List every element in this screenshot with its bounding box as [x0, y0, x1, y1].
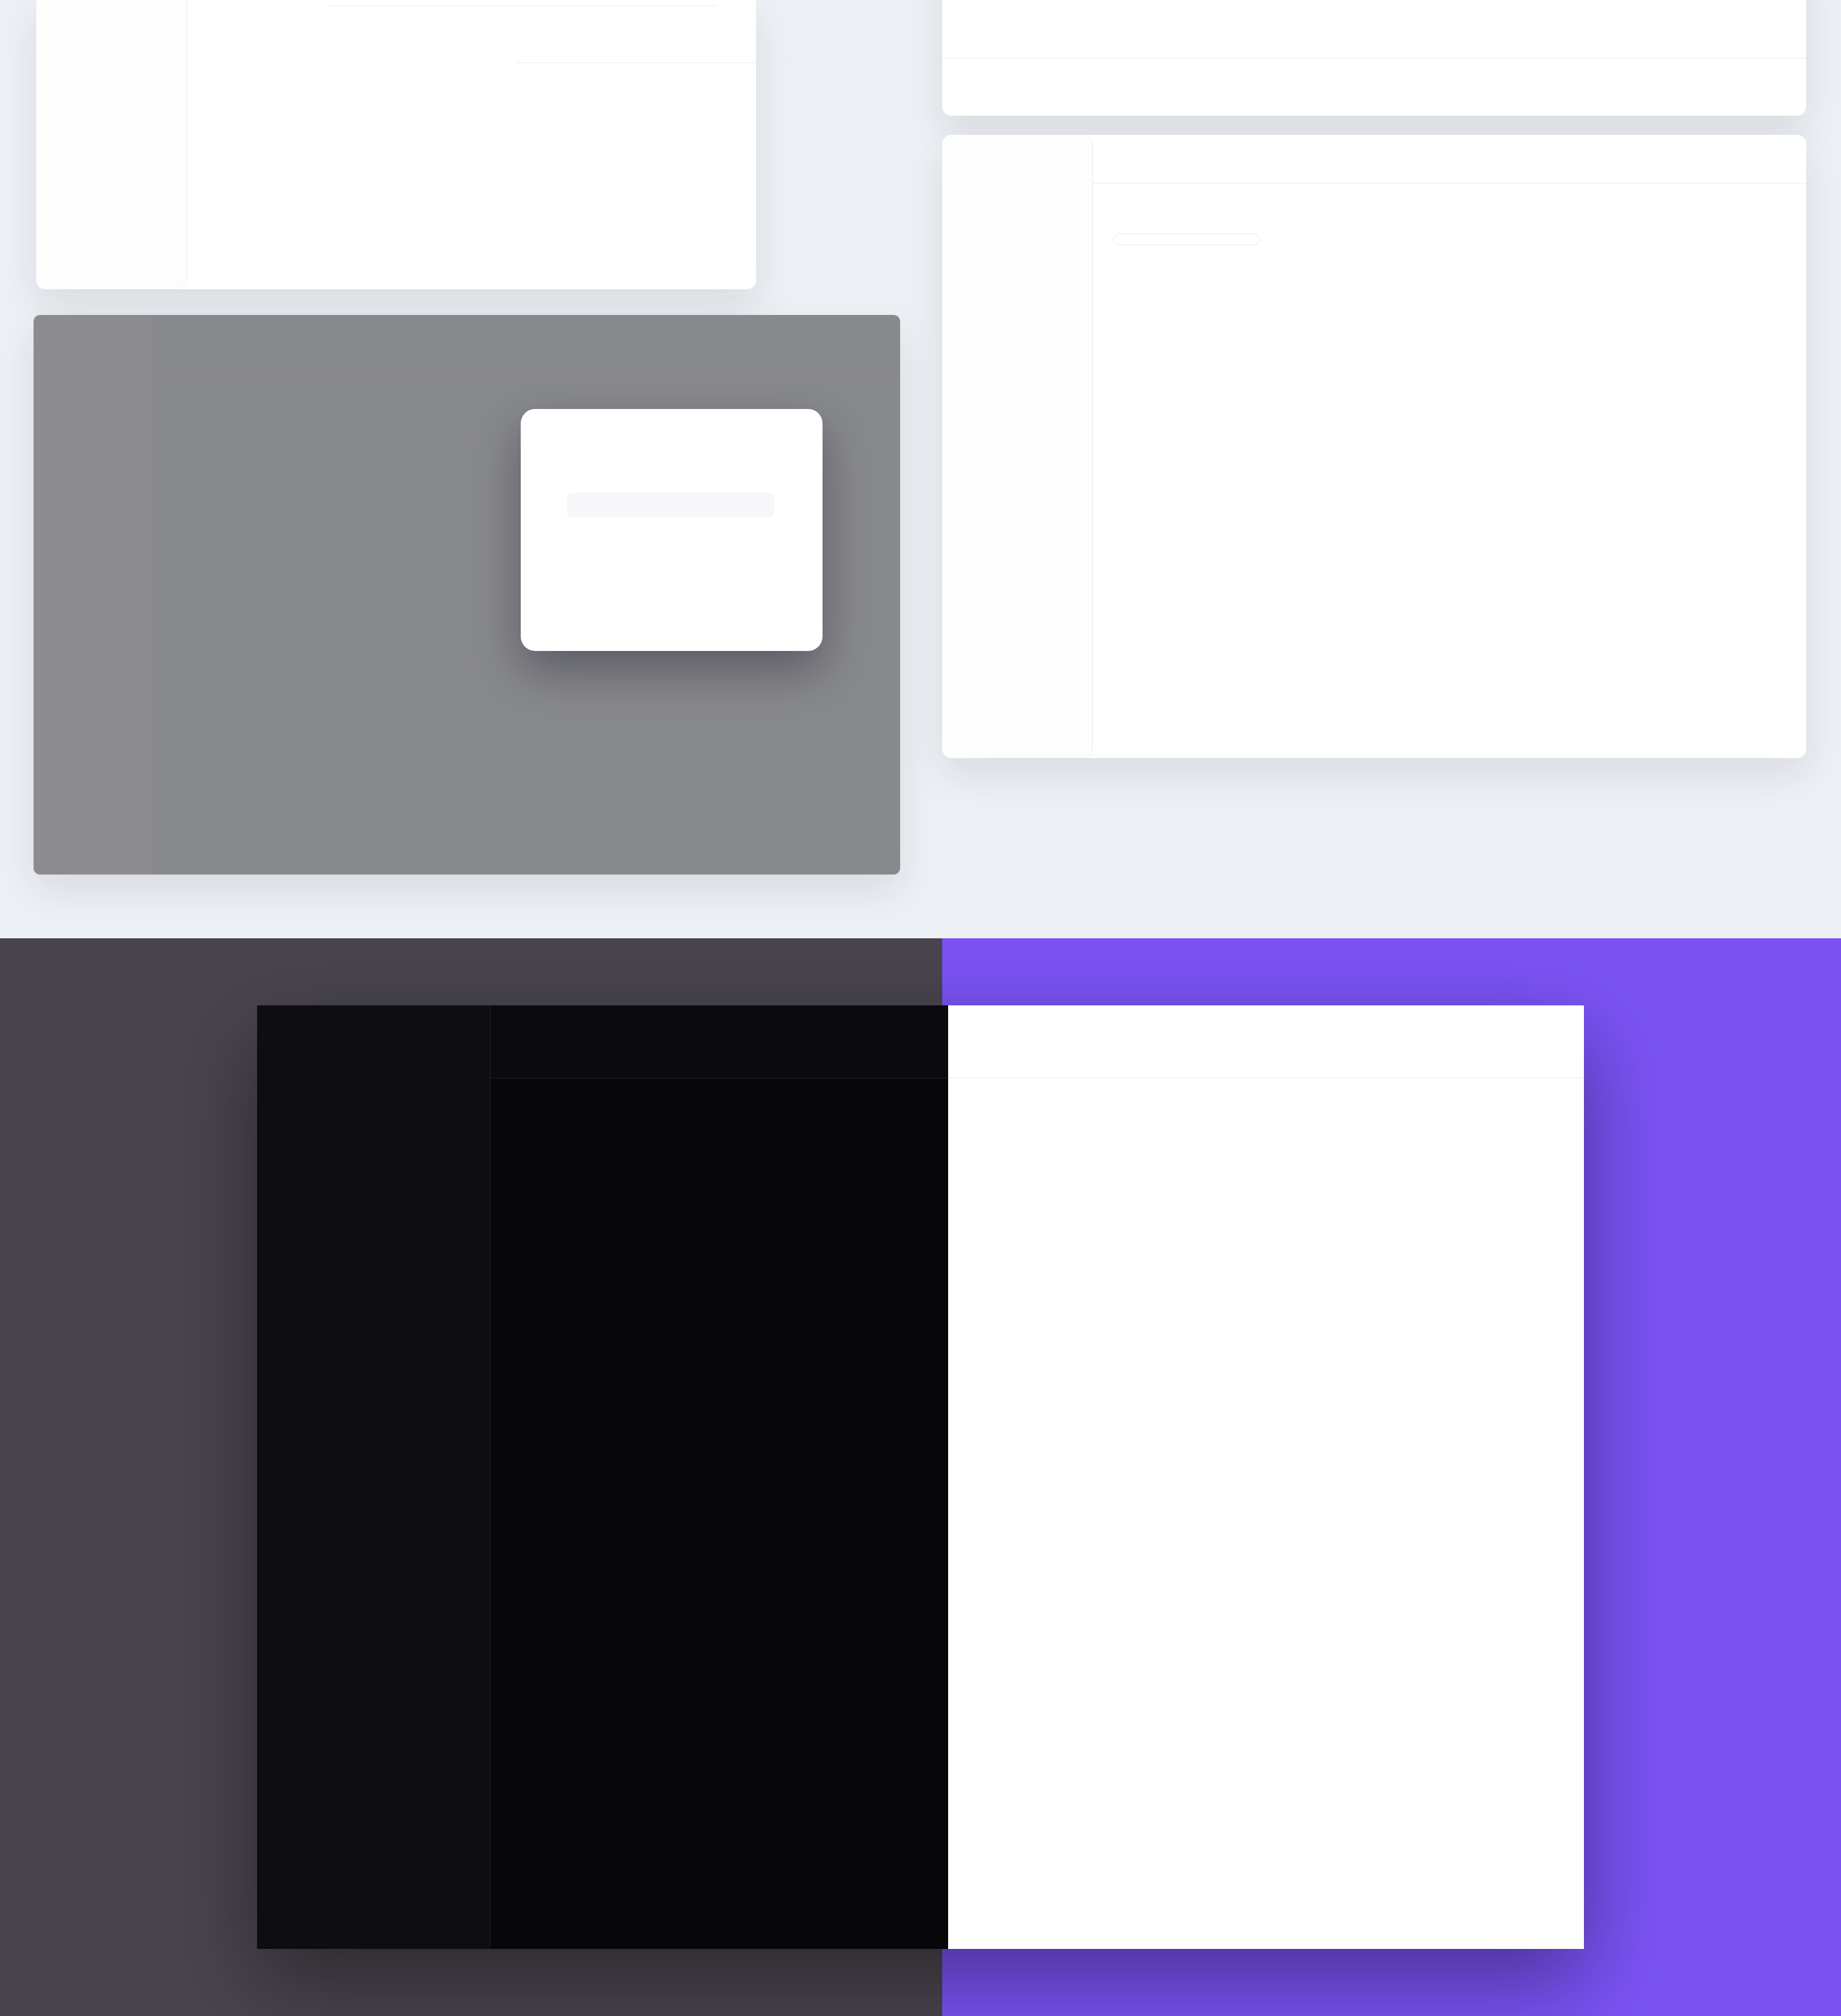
campaign-main: [490, 1078, 1584, 1949]
divider: [942, 58, 1806, 59]
panel-settings-fragment: [942, 0, 1806, 116]
sidebar: [257, 1005, 490, 1949]
topbar: [1093, 135, 1806, 183]
security-settings-main: [187, 0, 852, 289]
panel-dashboard-large: [257, 1005, 1584, 1949]
panel-security-settings-fragment: [36, 0, 852, 289]
sidebar: [942, 135, 1093, 758]
panel-settings-page: [942, 135, 1806, 758]
panel-dashboard-mini: [34, 315, 900, 875]
sidebar-support-fragment: [36, 0, 187, 289]
settings-menu: [1113, 233, 1260, 245]
sidebar: [34, 315, 154, 875]
divider: [329, 5, 717, 6]
topbar: [490, 1005, 1584, 1078]
weekday-header: [567, 492, 775, 517]
divider: [517, 62, 852, 63]
schedule-modal: [521, 409, 823, 651]
